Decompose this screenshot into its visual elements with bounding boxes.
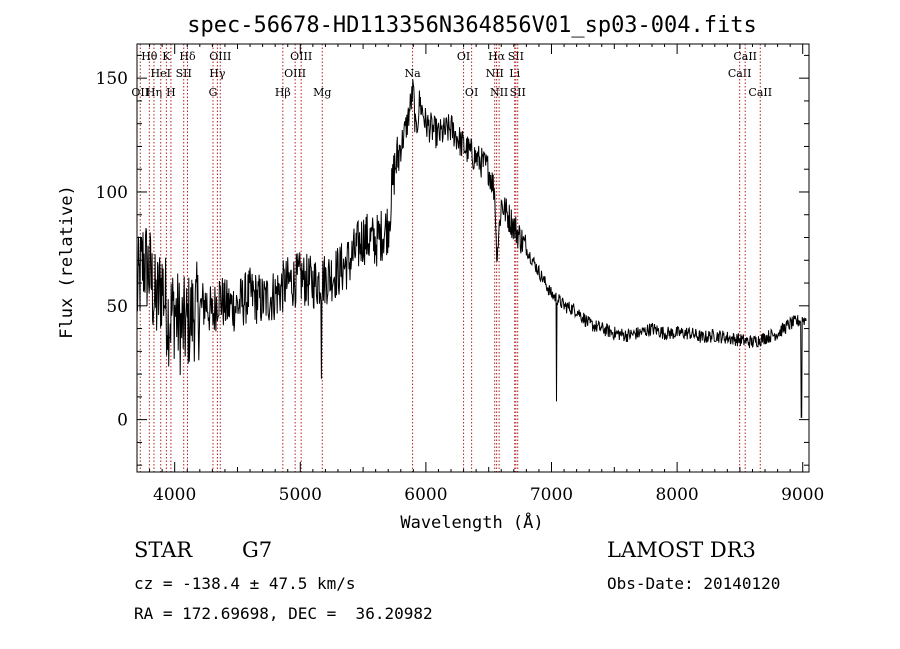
spectral-line-label: OIII bbox=[209, 50, 231, 63]
spectral-line-label: Hγ bbox=[209, 67, 226, 80]
x-tick-label: 4000 bbox=[153, 485, 196, 505]
spectral-line-label: SII bbox=[510, 86, 526, 99]
spectral-line-label: K bbox=[162, 50, 171, 63]
x-axis: 4000 5000 6000 7000 8000 9000 bbox=[136, 44, 824, 505]
spectral-line-label: NII bbox=[486, 67, 504, 80]
survey-name: LAMOST DR3 bbox=[607, 538, 756, 562]
spectral-line-label: CaII bbox=[748, 86, 772, 99]
chart-title: spec-56678-HD113356N364856V01_sp03-004.f… bbox=[187, 13, 757, 38]
spectral-line-label: H bbox=[166, 86, 176, 99]
coordinates: RA = 172.69698, DEC = 36.20982 bbox=[134, 604, 433, 623]
spectral-line-label: Hα bbox=[488, 50, 506, 63]
spectral-line-label: CaII bbox=[728, 67, 752, 80]
x-tick-label: 5000 bbox=[279, 485, 322, 505]
spectral-line-label: OII bbox=[131, 86, 149, 99]
y-tick-label: 100 bbox=[96, 183, 128, 203]
y-tick-label: 150 bbox=[96, 69, 128, 89]
x-tick-label: 9000 bbox=[781, 485, 824, 505]
redshift-cz: cz = -138.4 ± 47.5 km/s bbox=[134, 574, 356, 593]
flux-series bbox=[136, 79, 807, 418]
x-tick-label: 8000 bbox=[655, 485, 698, 505]
spectral-line-label: Mg bbox=[313, 86, 331, 99]
spectral-line-label: Li bbox=[509, 67, 520, 80]
x-tick-label: 7000 bbox=[530, 485, 573, 505]
spectral-lines-layer: OIIHθHηHeIKHSIIHδGHγOIIIHβOIIIOIIIMgNaOI… bbox=[131, 44, 772, 472]
spectral-line-label: SII bbox=[176, 67, 192, 80]
plot-frame bbox=[136, 43, 810, 473]
spectral-line-label: Hθ bbox=[141, 50, 158, 63]
spectral-line-label: Hδ bbox=[179, 50, 196, 63]
spectral-line-label: OI bbox=[465, 86, 478, 99]
spectral-subclass: G7 bbox=[242, 538, 273, 562]
spectral-line-label: NII bbox=[490, 86, 508, 99]
spectral-line-label: Na bbox=[404, 67, 421, 80]
spectral-line-label: Hβ bbox=[275, 86, 291, 99]
y-tick-label: 0 bbox=[117, 411, 128, 431]
obs-date: Obs-Date: 20140120 bbox=[607, 574, 781, 593]
x-tick-label: 6000 bbox=[404, 485, 447, 505]
spectral-line-label: CaII bbox=[733, 50, 757, 63]
spectral-line-label: SII bbox=[508, 50, 524, 63]
y-axis: 0 50 100 150 bbox=[96, 54, 809, 466]
x-axis-label: Wavelength (Å) bbox=[400, 511, 543, 533]
spectral-line-label: OIII bbox=[284, 67, 306, 80]
flux-line bbox=[136, 79, 807, 418]
spectral-line-label: OI bbox=[457, 50, 470, 63]
spectral-line-label: HeI bbox=[151, 67, 171, 80]
spectral-line-label: G bbox=[209, 86, 218, 99]
spectral-line-label: Hη bbox=[146, 86, 162, 99]
spectral-line-label: OIII bbox=[290, 50, 312, 63]
y-tick-label: 50 bbox=[106, 297, 128, 317]
y-axis-label: Flux (relative) bbox=[57, 185, 77, 339]
object-type: STAR bbox=[134, 538, 193, 562]
